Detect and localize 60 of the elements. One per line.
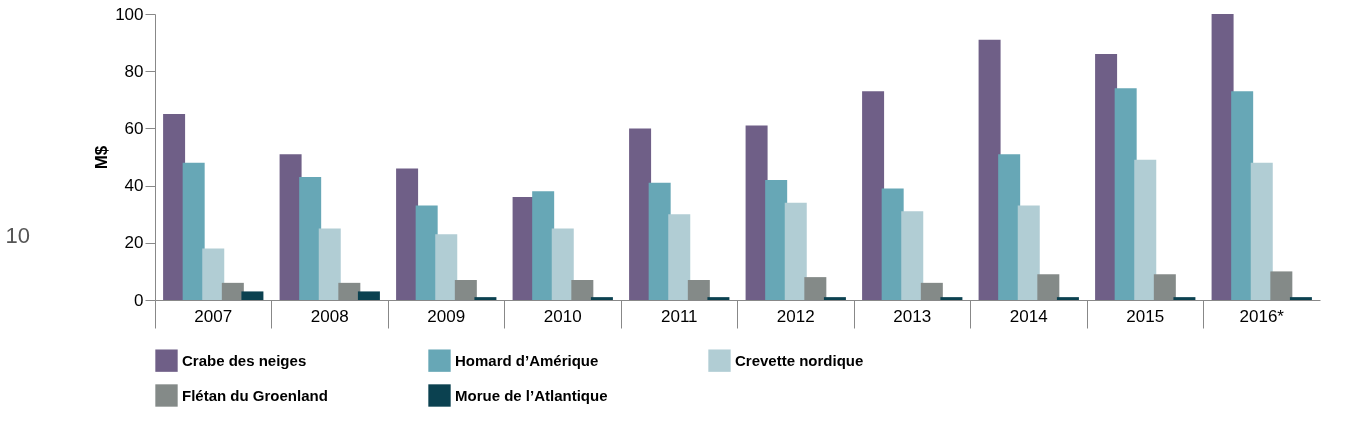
bar <box>1173 297 1196 300</box>
bar <box>1114 88 1137 300</box>
bar <box>590 297 613 300</box>
text: 10 <box>5 223 30 248</box>
bar <box>668 214 691 300</box>
y-tick-label: 40 <box>124 176 144 196</box>
bar <box>415 205 438 300</box>
bar <box>707 297 730 300</box>
bar <box>241 291 264 300</box>
bar <box>1134 159 1157 300</box>
bar <box>1095 54 1118 300</box>
bar <box>978 39 1001 300</box>
bar <box>202 248 225 300</box>
legend-label: Morue de l’Atlantique <box>455 386 608 404</box>
bar <box>1211 14 1234 300</box>
bar <box>357 291 380 300</box>
y-axis-title: M$ <box>92 145 112 170</box>
bar <box>1056 297 1079 300</box>
y-tick-label: 20 <box>124 233 144 253</box>
bar <box>1289 297 1312 300</box>
bar <box>1250 162 1273 300</box>
bar <box>648 182 671 300</box>
legend-label: Crabe des neiges <box>182 351 307 369</box>
x-tick-label: 2013 <box>893 306 932 326</box>
bar <box>1231 91 1254 300</box>
bar <box>823 297 846 300</box>
legend-label: Flétan du Groenland <box>182 386 328 404</box>
bar <box>396 168 419 300</box>
bar <box>998 154 1021 300</box>
x-tick-label: 2010 <box>543 306 582 326</box>
y-tick-label: 100 <box>115 4 144 24</box>
bar <box>940 297 963 300</box>
x-tick-label: 2012 <box>776 306 815 326</box>
bar <box>1017 205 1040 300</box>
y-tick-label: 80 <box>124 61 144 81</box>
x-tick-label: 2014 <box>1009 306 1048 326</box>
bar <box>745 125 768 300</box>
bar <box>532 191 555 300</box>
bar <box>163 114 186 300</box>
x-tick-label: 2009 <box>427 306 466 326</box>
x-tick-label: 2008 <box>310 306 349 326</box>
y-tick-label: 60 <box>124 118 144 138</box>
bar <box>551 228 574 300</box>
bar <box>862 91 885 300</box>
bar <box>765 179 788 300</box>
bar <box>182 162 205 300</box>
bar <box>784 202 807 300</box>
legend-label: Homard d’Amérique <box>455 351 599 369</box>
bar <box>299 177 322 300</box>
legend-label: Crevette nordique <box>735 351 864 369</box>
bar <box>474 297 497 300</box>
bar <box>901 211 924 300</box>
bar <box>629 128 652 300</box>
x-tick-label: 2007 <box>194 306 233 326</box>
x-tick-label: 2016* <box>1239 306 1285 326</box>
x-tick-label: 2015 <box>1126 306 1165 326</box>
bar <box>435 234 458 300</box>
y-tick-label: 0 <box>134 290 144 310</box>
x-tick-label: 2011 <box>660 306 698 326</box>
bar <box>318 228 341 300</box>
